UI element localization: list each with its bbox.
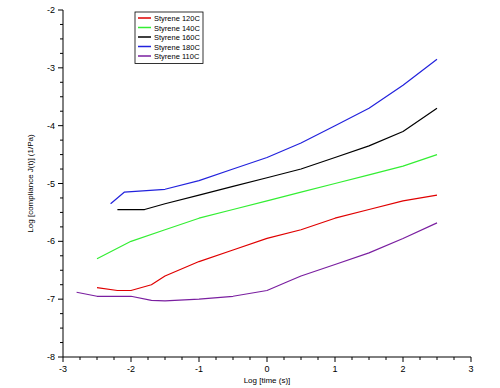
y-minor-tick bbox=[60, 38, 63, 39]
y-minor-tick bbox=[60, 313, 63, 314]
y-minor-tick bbox=[60, 226, 63, 227]
y-minor-tick bbox=[60, 111, 63, 112]
y-tick bbox=[58, 67, 63, 68]
x-minor-tick bbox=[318, 357, 319, 360]
y-minor-tick bbox=[60, 270, 63, 271]
x-minor-tick bbox=[80, 357, 81, 360]
x-tick-label: 2 bbox=[400, 364, 405, 374]
y-minor-tick bbox=[60, 96, 63, 97]
x-tick bbox=[403, 357, 404, 362]
x-minor-tick bbox=[182, 357, 183, 360]
y-minor-tick bbox=[60, 212, 63, 213]
legend-swatch bbox=[138, 17, 151, 19]
series-line bbox=[77, 223, 437, 301]
x-tick-label: 3 bbox=[468, 364, 473, 374]
x-minor-tick bbox=[301, 357, 302, 360]
legend-label: Styrene 180C bbox=[154, 43, 200, 52]
x-tick bbox=[267, 357, 268, 362]
legend-label: Styrene 120C bbox=[154, 14, 200, 23]
series-line bbox=[117, 108, 437, 209]
series-line bbox=[97, 195, 437, 290]
y-axis-label: Log [compliance J(t)] (1/Pa) bbox=[26, 134, 35, 233]
y-tick bbox=[58, 357, 63, 358]
y-tick bbox=[58, 125, 63, 126]
y-tick-label: -5 bbox=[47, 179, 55, 189]
legend-label: Styrene 110C bbox=[154, 52, 200, 61]
legend-swatch bbox=[138, 27, 151, 29]
x-minor-tick bbox=[454, 357, 455, 360]
x-tick bbox=[471, 357, 472, 362]
x-tick bbox=[199, 357, 200, 362]
x-tick bbox=[335, 357, 336, 362]
y-tick-label: -4 bbox=[47, 121, 55, 131]
x-tick-label: 1 bbox=[332, 364, 337, 374]
y-tick bbox=[58, 299, 63, 300]
x-minor-tick bbox=[250, 357, 251, 360]
legend-swatch bbox=[138, 46, 151, 48]
x-minor-tick bbox=[97, 357, 98, 360]
y-tick bbox=[58, 10, 63, 11]
legend-label: Styrene 160C bbox=[154, 33, 200, 42]
x-tick-label: -2 bbox=[127, 364, 135, 374]
y-minor-tick bbox=[60, 53, 63, 54]
y-minor-tick bbox=[60, 82, 63, 83]
x-tick bbox=[63, 357, 64, 362]
x-axis-label: Log [time (s)] bbox=[244, 376, 291, 385]
x-minor-tick bbox=[165, 357, 166, 360]
legend-swatch bbox=[138, 36, 151, 38]
y-tick-label: -8 bbox=[47, 352, 55, 362]
y-minor-tick bbox=[60, 154, 63, 155]
x-minor-tick bbox=[148, 357, 149, 360]
y-tick bbox=[58, 183, 63, 184]
series-line bbox=[97, 155, 437, 259]
y-minor-tick bbox=[60, 169, 63, 170]
x-minor-tick bbox=[114, 357, 115, 360]
legend-label: Styrene 140C bbox=[154, 24, 200, 33]
legend-swatch bbox=[138, 55, 151, 57]
y-tick-label: -6 bbox=[47, 236, 55, 246]
y-minor-tick bbox=[60, 140, 63, 141]
x-tick-label: -1 bbox=[195, 364, 203, 374]
x-minor-tick bbox=[233, 357, 234, 360]
x-minor-tick bbox=[369, 357, 370, 360]
x-tick bbox=[131, 357, 132, 362]
y-minor-tick bbox=[60, 24, 63, 25]
series-line bbox=[111, 59, 437, 204]
x-minor-tick bbox=[216, 357, 217, 360]
y-tick-label: -3 bbox=[47, 63, 55, 73]
x-minor-tick bbox=[352, 357, 353, 360]
y-tick-label: -7 bbox=[47, 294, 55, 304]
x-tick-label: 0 bbox=[264, 364, 269, 374]
chart: -3 -2 -1 0 1 2 3 -8 -7 -6 -5 -4 -3 -2 Log [time (s)] Lo… bbox=[0, 0, 500, 388]
x-minor-tick bbox=[386, 357, 387, 360]
legend bbox=[135, 12, 203, 64]
x-tick-label: -3 bbox=[59, 364, 67, 374]
y-minor-tick bbox=[60, 328, 63, 329]
y-tick-label: -2 bbox=[47, 5, 55, 15]
y-minor-tick bbox=[60, 284, 63, 285]
x-minor-tick bbox=[284, 357, 285, 360]
y-minor-tick bbox=[60, 255, 63, 256]
plot-area bbox=[77, 59, 437, 301]
y-minor-tick bbox=[60, 342, 63, 343]
x-minor-tick bbox=[437, 357, 438, 360]
y-tick bbox=[58, 241, 63, 242]
x-minor-tick bbox=[420, 357, 421, 360]
y-minor-tick bbox=[60, 197, 63, 198]
